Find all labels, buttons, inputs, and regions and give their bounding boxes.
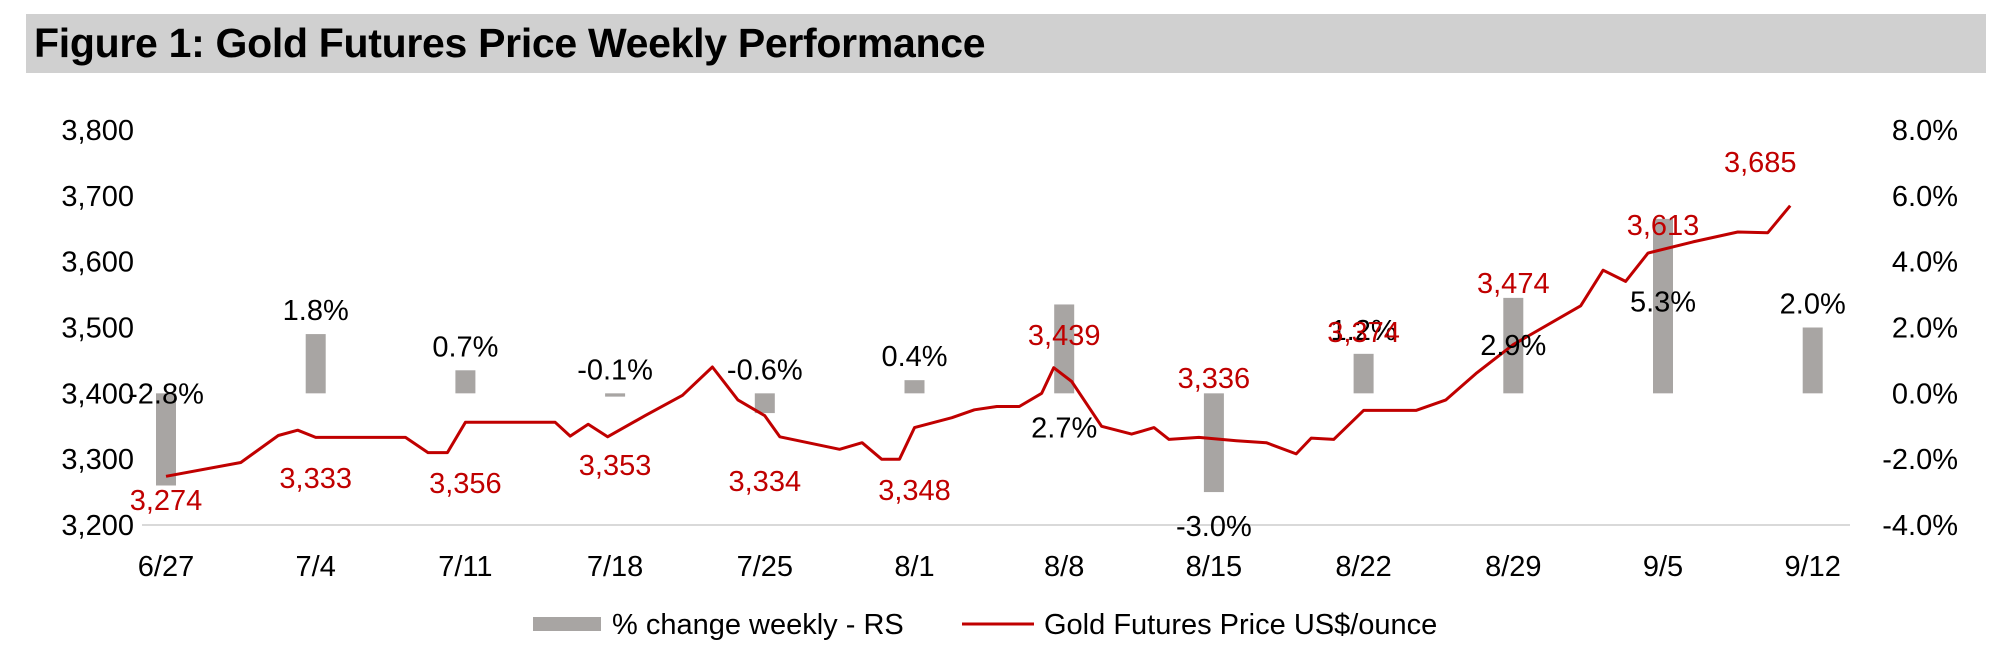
right-axis-tick-label: 6.0% <box>1892 181 1958 213</box>
left-axis-tick-label: 3,700 <box>61 181 134 213</box>
x-axis-group: 6/27 7/4 7/11 7/18 7/25 8/1 8/8 8/15 8/22 8/29 9/5… <box>138 551 1841 583</box>
left-axis-tick-label: 3,300 <box>61 444 134 476</box>
bar-data-label: 1.2% <box>1331 315 1397 347</box>
x-axis-tick-label: 7/18 <box>587 551 643 583</box>
left-axis-group: 3,200 3,300 3,400 3,500 3,600 3,700 3,800 <box>61 115 134 542</box>
bars-group <box>156 218 1823 493</box>
bar-weekly-change <box>754 393 775 414</box>
bar-weekly-change <box>1802 327 1823 394</box>
x-axis-tick-label: 8/22 <box>1335 551 1391 583</box>
price-data-label: 3,274 <box>130 485 203 517</box>
left-axis-tick-label: 3,800 <box>61 115 134 147</box>
price-data-label: 3,333 <box>279 463 352 495</box>
bar-weekly-change <box>1203 393 1224 493</box>
bar-data-label: 2.0% <box>1780 289 1846 321</box>
bar-data-label: 5.3% <box>1630 286 1696 318</box>
x-axis-tick-label: 8/8 <box>1044 551 1084 583</box>
right-axis-tick-label: 4.0% <box>1892 247 1958 279</box>
right-axis-tick-label: -4.0% <box>1882 510 1958 542</box>
x-axis-tick-label: 6/27 <box>138 551 194 583</box>
x-axis-tick-label: 8/29 <box>1485 551 1541 583</box>
price-data-label: 3,374 <box>1327 317 1400 349</box>
bar-data-label: -3.0% <box>1176 511 1252 543</box>
bar-weekly-change <box>156 393 176 486</box>
bar-weekly-change <box>1353 353 1374 394</box>
bar-data-label: 1.8% <box>283 295 349 327</box>
price-data-label: 3,439 <box>1028 320 1101 352</box>
legend: % change weekly - RS Gold Futures Price U… <box>533 609 1437 641</box>
price-data-label: 3,474 <box>1477 268 1550 300</box>
bar-weekly-change <box>904 380 925 394</box>
bar-data-label: -0.1% <box>577 354 653 386</box>
legend-label-bar: % change weekly - RS <box>612 609 904 641</box>
right-axis-tick-label: 2.0% <box>1892 313 1958 345</box>
x-axis-tick-label: 8/15 <box>1186 551 1242 583</box>
bar-data-label: 0.4% <box>881 341 947 373</box>
chart-title: Figure 1: Gold Futures Price Weekly Perf… <box>34 20 986 66</box>
legend-swatch-bar <box>533 617 601 631</box>
price-data-label: 3,685 <box>1724 147 1797 179</box>
bar-weekly-change <box>305 334 326 394</box>
bar-labels-group: -2.8% 1.8% 0.7% -0.1% -0.6% 0.4% 2.7% -3.0% 1.2%… <box>128 286 1846 543</box>
bar-data-label: 2.9% <box>1480 330 1546 362</box>
x-axis-tick-label: 7/25 <box>737 551 793 583</box>
price-data-label: 3,334 <box>729 466 802 498</box>
right-axis-tick-label: 8.0% <box>1892 115 1958 147</box>
price-line <box>165 204 1792 478</box>
x-axis-tick-label: 9/12 <box>1784 551 1840 583</box>
bar-data-label: -2.8% <box>128 378 204 410</box>
bar-weekly-change <box>605 393 626 397</box>
x-axis-tick-label: 9/5 <box>1643 551 1683 583</box>
price-data-label: 3,348 <box>878 475 951 507</box>
bar-data-label: 0.7% <box>432 331 498 363</box>
price-line-group <box>165 204 1792 478</box>
price-labels-group: 3,274 3,333 3,356 3,353 3,334 3,348 3,439 3,336… <box>130 147 1797 517</box>
x-axis-tick-label: 7/11 <box>438 551 492 583</box>
legend-label-line: Gold Futures Price US$/ounce <box>1044 609 1437 641</box>
left-axis-tick-label: 3,600 <box>61 247 134 279</box>
title-bar: Figure 1: Gold Futures Price Weekly Perf… <box>26 14 1986 73</box>
price-data-label: 3,613 <box>1627 210 1700 242</box>
bar-weekly-change <box>455 370 476 394</box>
price-data-label: 3,336 <box>1178 363 1251 395</box>
right-axis-group: -4.0% -2.0% 0.0% 2.0% 4.0% 6.0% 8.0% <box>1882 115 1958 542</box>
bar-data-label: -0.6% <box>727 354 803 386</box>
x-axis-tick-label: 8/1 <box>894 551 934 583</box>
price-data-label: 3,353 <box>579 450 652 482</box>
left-axis-tick-label: 3,500 <box>61 313 134 345</box>
x-axis-tick-label: 7/4 <box>296 551 336 583</box>
left-axis-tick-label: 3,400 <box>61 378 134 410</box>
left-axis-tick-label: 3,200 <box>61 510 134 542</box>
price-data-label: 3,356 <box>429 468 502 500</box>
bar-weekly-change <box>1653 218 1673 394</box>
right-axis-tick-label: 0.0% <box>1892 378 1958 410</box>
bar-data-label: 2.7% <box>1031 412 1097 444</box>
right-axis-tick-label: -2.0% <box>1882 444 1958 476</box>
